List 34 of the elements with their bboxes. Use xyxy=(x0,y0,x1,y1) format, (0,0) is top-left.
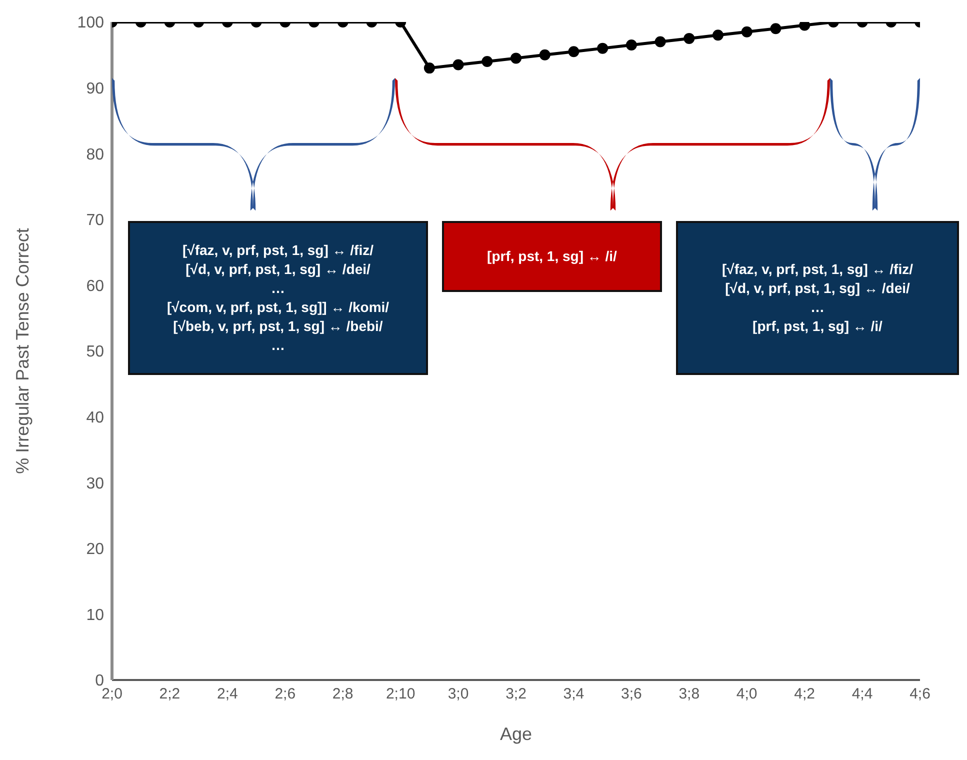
x-tick-label: 3;8 xyxy=(678,686,700,703)
x-tick-label: 4;2 xyxy=(794,686,815,703)
x-tick-label: 4;4 xyxy=(852,686,873,703)
annotation: [√faz, v, prf, pst, 1, sg] ↔ /fiz/ [√d, v, prf, pst, 1, sg] ↔ /dei/ … [√com, v, prf, pst, 1, sg]] ↔ /komi/ [√beb, v, prf, pst, 1, sg] ↔ /bebi/ … xyxy=(166,241,390,355)
y-tick-label: 80 xyxy=(86,146,104,164)
y-tick-label: 90 xyxy=(86,80,104,98)
y-tick-label: 50 xyxy=(86,344,104,361)
text-box: [prf, pst, 1, sg] ↔ /i/ xyxy=(442,221,662,292)
x-tick-label: 2;4 xyxy=(217,686,238,703)
x-tick-label: 2;8 xyxy=(332,686,354,703)
y-axis-title: % Irregular Past Tense Correct xyxy=(12,228,32,474)
y-tick-label: 60 xyxy=(86,278,104,295)
x-tick-label: 3;6 xyxy=(621,686,642,703)
text-box: [√faz, v, prf, pst, 1, sg] ↔ /fiz/ [√d, v, prf, pst, 1, sg] ↔ /dei/ … [√com, v, prf, pst, 1, sg]] ↔ /komi/ [√beb, v, prf, pst, 1, sg] ↔ /bebi/ … xyxy=(128,221,428,375)
y-tick-label: 20 xyxy=(86,541,104,558)
x-tick-label: 3;2 xyxy=(506,686,526,703)
text-box: [√faz, v, prf, pst, 1, sg] ↔ /fiz/ [√d, v, prf, pst, 1, sg] ↔ /dei/ … [prf, pst, 1, sg] ↔ /i/ xyxy=(676,221,959,375)
x-tick-label: 3;0 xyxy=(448,686,469,703)
y-tick-label: 10 xyxy=(86,606,104,624)
y-tick-label: 100 xyxy=(77,14,104,32)
y-tick-label: 70 xyxy=(86,212,104,230)
x-tick-label: 2;0 xyxy=(102,686,122,703)
y-tick-label: 0 xyxy=(95,672,104,690)
x-tick-label: 2;2 xyxy=(159,686,180,703)
x-tick-label: 3;4 xyxy=(563,686,584,703)
y-tick-label: 30 xyxy=(86,475,104,492)
x-tick-label: 4;6 xyxy=(910,686,930,703)
x-tick-label: 2;10 xyxy=(386,686,416,703)
x-tick-label: 4;0 xyxy=(736,686,758,703)
y-tick-label: 40 xyxy=(86,409,104,426)
annotation: [√faz, v, prf, pst, 1, sg] ↔ /fiz/ [√d, v, prf, pst, 1, sg] ↔ /dei/ … [prf, pst, 1, sg] ↔ /i/ xyxy=(722,260,913,336)
x-axis-title: Age xyxy=(500,724,532,744)
annotation: [prf, pst, 1, sg] ↔ /i/ xyxy=(487,247,617,266)
x-tick-label: 2;6 xyxy=(274,686,296,703)
